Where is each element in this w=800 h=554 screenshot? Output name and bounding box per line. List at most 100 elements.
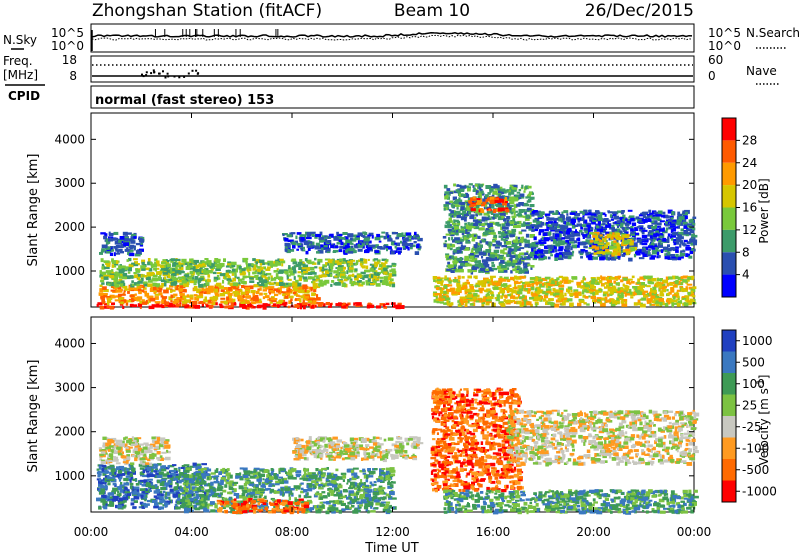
data-cell	[154, 267, 157, 272]
data-cell	[584, 283, 589, 288]
data-cell	[120, 265, 126, 269]
data-cell	[498, 199, 505, 203]
data-cell	[615, 282, 620, 286]
data-cell	[161, 282, 164, 287]
data-cell	[467, 222, 470, 226]
data-cell	[493, 286, 499, 290]
data-cell	[258, 268, 263, 273]
freq-dot	[195, 69, 198, 72]
data-cell	[631, 222, 637, 227]
data-cell	[531, 210, 536, 214]
data-cell	[508, 230, 512, 233]
data-cell	[561, 301, 566, 306]
data-cell	[303, 295, 310, 299]
data-cell	[500, 303, 506, 307]
data-cell	[371, 244, 376, 248]
data-cell	[456, 207, 459, 210]
data-cell	[288, 270, 295, 274]
data-cell	[166, 287, 171, 290]
data-cell	[339, 273, 345, 276]
data-cell	[335, 303, 339, 306]
data-cell	[460, 262, 465, 267]
data-cell	[490, 277, 494, 280]
data-cell	[657, 278, 661, 281]
data-cell	[558, 256, 564, 261]
data-cell	[445, 201, 451, 205]
data-cell	[493, 234, 498, 238]
data-cell	[179, 291, 183, 294]
data-cell	[463, 236, 470, 240]
freq-dot	[191, 69, 194, 72]
data-cell	[192, 288, 197, 291]
data-cell	[378, 240, 382, 243]
data-cell	[503, 299, 506, 302]
data-cell	[271, 298, 277, 303]
data-cell	[488, 208, 491, 212]
data-cell	[465, 241, 471, 244]
data-cell	[290, 232, 296, 235]
data-cell	[636, 237, 642, 240]
data-cell	[573, 289, 579, 293]
data-cell	[553, 218, 559, 221]
data-cell	[387, 238, 393, 242]
data-cell	[317, 258, 323, 263]
data-cell	[586, 254, 592, 258]
data-cell	[641, 230, 645, 235]
data-cell	[690, 227, 696, 231]
data-cell	[545, 300, 549, 303]
data-cell	[298, 266, 304, 270]
data-cell	[618, 294, 624, 299]
data-cell	[141, 277, 144, 282]
data-cell	[679, 300, 683, 304]
data-cell	[409, 243, 413, 248]
data-cell	[109, 305, 114, 310]
data-cell	[601, 284, 604, 287]
data-cell	[546, 216, 550, 219]
data-cell	[691, 294, 696, 298]
data-cell	[110, 249, 115, 252]
data-cell	[574, 213, 581, 217]
data-cell	[243, 258, 248, 263]
data-cell	[350, 245, 354, 248]
data-cell	[101, 282, 105, 285]
data-cell	[97, 302, 103, 306]
data-cell	[600, 251, 606, 254]
data-cell	[186, 294, 190, 298]
data-cell	[556, 226, 561, 229]
data-cell	[519, 247, 525, 250]
data-cell	[473, 254, 479, 258]
data-cell	[630, 228, 634, 232]
data-cell	[137, 303, 143, 307]
data-cell	[652, 239, 656, 242]
data-cell	[173, 281, 178, 285]
data-cell	[495, 221, 500, 226]
data-cell	[554, 249, 558, 253]
data-cell	[169, 270, 173, 274]
data-cell	[470, 270, 474, 275]
data-cell	[549, 284, 555, 287]
data-cell	[445, 221, 451, 224]
data-cell	[475, 202, 482, 205]
data-cell	[509, 232, 515, 235]
data-cell	[355, 304, 360, 307]
data-cell	[161, 261, 167, 264]
data-cell	[374, 264, 378, 268]
data-cell	[168, 464, 175, 468]
data-cell	[486, 300, 492, 303]
data-cell	[174, 258, 181, 261]
data-cell	[669, 298, 673, 302]
data-cell	[660, 214, 666, 218]
data-cell	[599, 234, 603, 237]
data-cell	[502, 269, 508, 273]
data-cell	[614, 299, 620, 304]
data-cell	[180, 295, 183, 299]
data-cell	[379, 279, 384, 283]
data-cell	[651, 249, 657, 254]
data-cell	[569, 241, 575, 244]
data-cell	[108, 238, 114, 242]
data-cell	[582, 289, 586, 293]
data-cell	[635, 248, 642, 252]
data-cell	[232, 282, 238, 287]
data-cell	[557, 229, 562, 233]
